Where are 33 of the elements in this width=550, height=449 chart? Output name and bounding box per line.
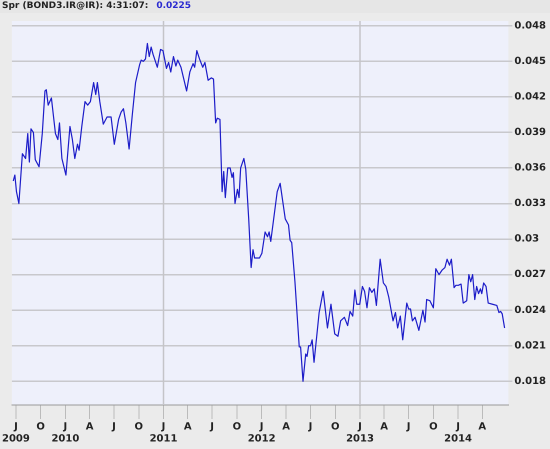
- chart-subtitle: 0.0225: [156, 1, 192, 11]
- y-tick-label: 0.039: [514, 127, 546, 138]
- y-tick-label: 0.048: [514, 20, 546, 32]
- y-tick-label: 0.024: [514, 304, 546, 316]
- chart-title: Spr (BOND3.IR@IR): 4:31:07:: [2, 1, 148, 11]
- y-tick-label: 0.045: [514, 56, 546, 67]
- x-tick-label: J: [406, 422, 411, 433]
- y-tick-label: 0.033: [514, 198, 546, 210]
- x-tick-label: O: [36, 422, 45, 433]
- y-tick-label: 0.018: [514, 376, 546, 387]
- x-tick-label: J: [111, 422, 116, 433]
- x-tick-label: O: [429, 422, 438, 433]
- x-tick-label: J 2009: [2, 422, 30, 445]
- x-tick-label: J 2013: [346, 422, 374, 445]
- x-tick-label: A: [380, 422, 388, 433]
- y-tick-label: 0.042: [514, 91, 546, 102]
- x-tick-label: J 2011: [150, 422, 178, 445]
- y-tick-label: 0.027: [514, 269, 546, 280]
- x-tick-label: O: [232, 422, 242, 433]
- x-tick-label: A: [478, 422, 486, 433]
- x-tick-label: A: [184, 422, 192, 433]
- x-tick-label: J: [308, 422, 312, 433]
- x-tick-label: A: [282, 422, 290, 433]
- x-tick-label: J 2014: [444, 422, 472, 445]
- x-tick-label: O: [134, 422, 144, 433]
- x-tick-label: J: [209, 422, 214, 433]
- x-tick-label: A: [86, 422, 94, 433]
- y-tick-label: 0.021: [514, 340, 546, 352]
- y-tick-label: 0.03: [514, 234, 540, 245]
- x-tick-label: J 2010: [51, 422, 80, 445]
- x-tick-label: O: [331, 422, 340, 433]
- x-tick-label: J 2012: [248, 422, 276, 445]
- y-tick-label: 0.036: [514, 162, 546, 174]
